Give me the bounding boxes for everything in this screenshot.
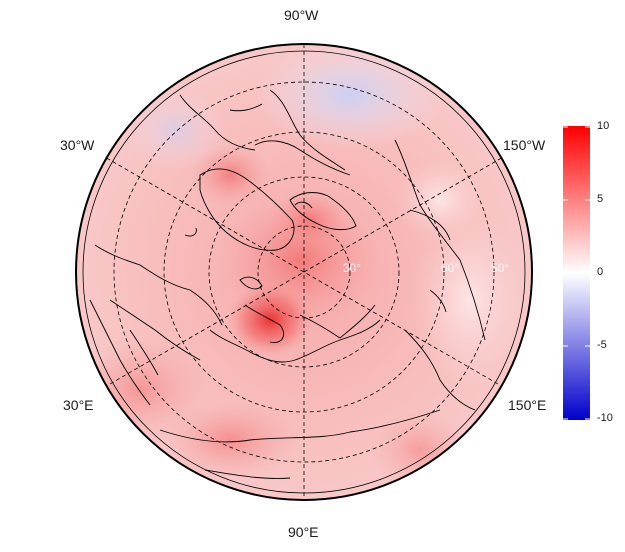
- longitude-label-90e: 90°E: [288, 524, 319, 540]
- colorbar-tick-label: 10: [597, 120, 610, 132]
- colorbar-tick-label: -10: [597, 412, 613, 424]
- map-inner-ring: [82, 50, 526, 494]
- longitude-label-150e: 150°E: [508, 397, 547, 413]
- latitude-label: 30°: [343, 261, 361, 275]
- colorbar-tick-label: -5: [597, 339, 607, 351]
- colorbar-tick-label: 5: [597, 193, 604, 205]
- longitude-label-90w: 90°W: [284, 7, 319, 23]
- latitude-label: 60°: [441, 261, 459, 275]
- longitude-label-30e: 30°E: [63, 397, 94, 413]
- latitude-label: 50°: [491, 261, 509, 275]
- colorbar-tick-marks: [563, 126, 590, 420]
- graticule: [106, 44, 502, 500]
- coastlines: [89, 89, 486, 479]
- colorbar-tick-label: 0: [597, 266, 604, 278]
- longitude-label-30w: 30°W: [60, 137, 95, 153]
- longitude-label-150w: 150°W: [503, 137, 546, 153]
- temperature-anomaly-field: [76, 44, 532, 500]
- map-border: [75, 43, 533, 501]
